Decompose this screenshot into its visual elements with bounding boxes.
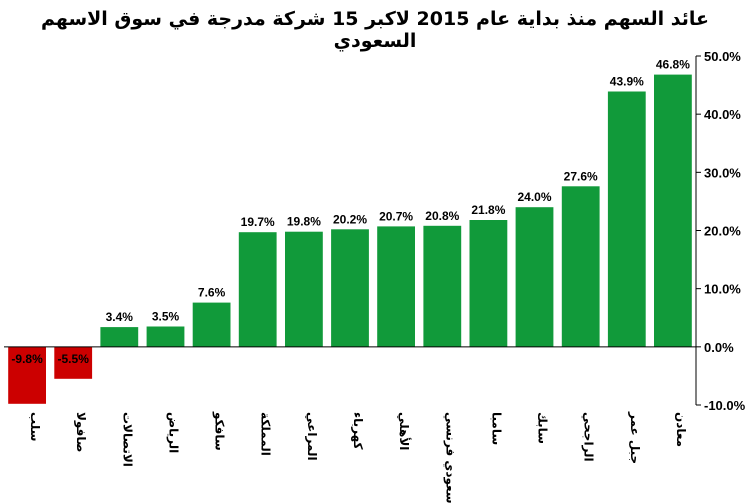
data-label-13: -5.5% (58, 352, 90, 366)
bar-9 (238, 232, 277, 347)
data-label-0: 46.8% (656, 58, 690, 72)
category-label-0: معادن (674, 412, 688, 447)
bar-2 (561, 186, 600, 347)
bar-5 (423, 225, 462, 347)
category-label-1: جبل عمر (628, 411, 642, 464)
bar-0 (654, 74, 692, 347)
category-label-3: سابك (536, 412, 550, 444)
bar-11 (146, 326, 185, 347)
bar-14 (8, 346, 46, 404)
bars-group (8, 74, 692, 404)
category-label-10: سافكو (212, 411, 227, 451)
data-label-5: 20.8% (425, 209, 459, 223)
category-label-9: المملكة (259, 412, 273, 456)
category-label-4: سامبا (489, 412, 503, 445)
y-tick-label-6: -10.0% (704, 398, 746, 413)
category-label-12: الاتصالات (120, 412, 134, 467)
data-label-3: 24.0% (517, 190, 551, 204)
chart-title: عائد السهم منذ بداية عام 2015 لاكبر 15 ش… (41, 8, 709, 52)
category-label-2: الراجحي (582, 412, 596, 462)
data-label-14: -9.8% (11, 352, 43, 366)
data-label-6: 20.7% (379, 209, 413, 223)
data-labels-group: 46.8% 43.9% 27.6% 24.0% 21.8% 20.8% 20.7% 20.2%… (11, 58, 690, 366)
y-tick-label-0: 50.0% (704, 49, 741, 64)
data-label-12: 3.4% (106, 310, 134, 324)
data-label-2: 27.6% (564, 169, 598, 183)
data-label-1: 43.9% (610, 75, 644, 89)
y-tick-label-2: 30.0% (704, 165, 741, 180)
bar-7 (331, 229, 369, 347)
category-labels-group: معادن جبل عمر الراجحي سابك سامبا سعودي فرنسي ا… (28, 411, 688, 503)
data-label-8: 19.8% (287, 215, 321, 229)
bar-10 (192, 302, 231, 347)
category-label-11: الرياض (167, 412, 181, 453)
data-label-7: 20.2% (333, 212, 367, 226)
bar-13 (54, 346, 93, 379)
category-label-8: المراعي (305, 412, 319, 461)
category-label-14: سلب (28, 412, 42, 441)
bar-8 (285, 231, 323, 347)
bar-3 (515, 207, 554, 347)
y-tick-label-1: 40.0% (704, 107, 741, 122)
category-label-7: كهرباء (351, 412, 365, 450)
category-label-6: الأهلي (397, 412, 412, 450)
y-tick-label-4: 10.0% (704, 282, 741, 297)
data-label-4: 21.8% (471, 203, 505, 217)
bar-12 (100, 327, 139, 347)
y-tick-label-3: 20.0% (704, 224, 741, 239)
bar-1 (607, 91, 646, 347)
y-axis: 50.0% 40.0% 30.0% 20.0% 10.0% 0.0% -10.0% (4, 49, 746, 413)
data-label-11: 3.5% (152, 310, 180, 324)
category-label-5: سعودي فرنسي (442, 412, 457, 503)
bar-6 (377, 226, 415, 347)
y-tick-label-5: 0.0% (704, 340, 734, 355)
data-label-10: 7.6% (198, 286, 226, 300)
data-label-9: 19.7% (241, 215, 275, 229)
bar-4 (469, 220, 508, 347)
category-label-13: صافولا (73, 412, 88, 452)
